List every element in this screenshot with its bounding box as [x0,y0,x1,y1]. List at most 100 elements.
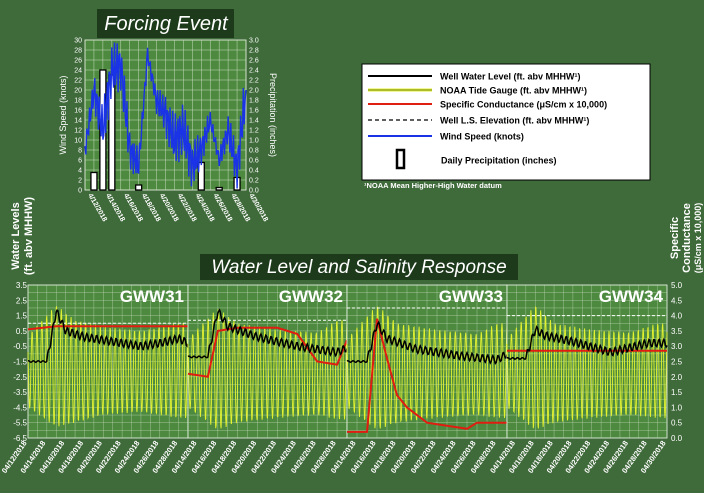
forcing-right-tick-label: 3.0 [249,38,259,45]
response-panels: GWW3104/12/201804/14/201804/16/201804/18… [0,284,668,475]
legend-footnote: ¹NOAA Mean Higher-High Water datum [364,181,502,190]
forcing-left-tick-label: 28 [74,48,82,55]
panel-name: GWW34 [599,287,664,306]
response-right-tick-label: 3.0 [671,342,683,351]
legend-label: Well L.S. Elevation (ft. abv MHHW¹) [440,116,589,126]
legend-items: Well Water Level (ft. abv MHHW¹) NOAA Tid… [368,72,607,170]
panel-name: GWW32 [279,287,343,306]
response-right-tick-label: 1.0 [671,403,683,412]
forcing-right-tick-label: 0.2 [249,178,259,185]
response-right-tick-label: 3.5 [671,327,683,336]
forcing-left-tick-label: 10 [74,138,82,145]
panel-name: GWW31 [120,287,184,306]
response-right-label-line2: Conductance [681,203,693,273]
forcing-left-tick-label: 12 [74,128,82,135]
forcing-left-axis-label: Wind Speed (knots) [58,75,68,154]
well-water-level-line [187,308,348,359]
well-water-level-line [506,324,668,361]
well-water-level-line [27,309,189,364]
specific-conductance-line [27,325,188,331]
precipitation-bar [108,74,116,191]
forcing-right-tick-label: 0.6 [249,158,259,165]
response-left-label-line2: (ft. abv MHHW) [23,197,35,276]
response-right-tick-label: 2.0 [671,373,683,382]
forcing-right-tick-label: 1.8 [249,98,259,105]
response-right-ticks: 5.0 4.5 4.0 3.5 3.0 2.5 2.0 1.5 1.0 0.5 0.0 [671,281,683,443]
response-left-ticks: 3.5 2.5 1.5 0.5 -0.5 -1.5 -2.5 -3.5 -4.5 -5.5 -6.5 [13,281,27,443]
response-right-label-line1: Specific [669,217,681,259]
forcing-right-tick-label: 1.6 [249,108,259,115]
wind-speed-line [84,42,247,189]
forcing-right-tick-label: 0.0 [249,188,259,195]
forcing-left-tick-label: 24 [74,68,82,75]
forcing-left-tick-label: 16 [74,108,82,115]
legend: Well Water Level (ft. abv MHHW¹) NOAA Tid… [361,63,651,181]
response-right-tick-label: 0.5 [671,419,683,428]
forcing-right-tick-label: 1.4 [249,118,259,125]
response-left-tick-label: 2.5 [16,296,28,305]
response-left-tick-label: 0.5 [16,327,28,336]
response-left-tick-label: -3.5 [13,388,27,397]
legend-label: Specific Conductance (μS/cm x 10,000) [440,100,607,110]
response-right-label-line3: (μS/cm x 10,000) [693,203,703,274]
forcing-left-tick-label: 20 [74,88,82,95]
forcing-right-tick-label: 2.8 [249,48,259,55]
well-water-level-line [346,320,508,365]
response-left-tick-label: -2.5 [13,373,27,382]
legend-label: Well Water Level (ft. abv MHHW¹) [440,72,581,82]
forcing-right-ticks: 0.0 0.2 0.4 0.6 0.8 1.0 1.2 1.4 1.6 1.8 2.0 2.2 2.4 2… [249,38,259,195]
legend-box [361,63,651,181]
legend-swatch-precip [395,148,406,170]
tide-gauge-line [27,306,189,427]
forcing-right-tick-label: 2.4 [249,68,259,75]
legend-label: Wind Speed (knots) [440,132,524,142]
response-right-tick-label: 5.0 [671,281,683,290]
forcing-right-tick-label: 2.2 [249,78,259,85]
response-right-tick-label: 4.0 [671,312,683,321]
forcing-right-tick-label: 0.4 [249,168,259,175]
forcing-left-tick-label: 0 [78,188,82,195]
forcing-left-tick-label: 14 [74,118,82,125]
forcing-left-tick-label: 22 [74,78,82,85]
forcing-left-tick-label: 4 [78,168,82,175]
forcing-right-tick-label: 1.2 [249,128,259,135]
response-right-tick-label: 0.0 [671,434,683,443]
forcing-right-tick-label: 2.0 [249,88,259,95]
forcing-left-tick-label: 18 [74,98,82,105]
response-left-tick-label: 1.5 [16,312,28,321]
response-left-tick-label: -5.5 [13,419,27,428]
panel-name: GWW33 [439,287,503,306]
forcing-title-box [97,9,234,38]
wind-speed-series [84,42,247,189]
response-title-box [200,254,518,280]
forcing-right-tick-label: 0.8 [249,148,259,155]
response-left-tick-label: 3.5 [16,281,28,290]
specific-conductance-line [187,326,348,378]
response-left-tick-label: -6.5 [13,434,27,443]
response-left-tick-label: -4.5 [13,403,27,412]
forcing-left-tick-label: 6 [78,158,82,165]
response-left-tick-label: -1.5 [13,358,27,367]
response-left-tick-label: -0.5 [13,342,27,351]
specific-conductance-line [347,318,507,433]
forcing-left-tick-label: 8 [78,148,82,155]
legend-label: NOAA Tide Gauge (ft. abv MHHW¹) [440,86,587,96]
tide-gauge-line [506,305,668,429]
forcing-left-tick-label: 26 [74,58,82,65]
forcing-right-axis-label: Precipitation (inches) [268,73,278,157]
forcing-right-tick-label: 1.0 [249,138,259,145]
response-right-tick-label: 1.5 [671,388,683,397]
response-right-tick-label: 2.5 [671,358,683,367]
precipitation-bar [215,186,223,191]
precipitation-bar [135,184,143,191]
forcing-left-tick-label: 30 [74,38,82,45]
forcing-title: Forcing Event [104,13,229,35]
response-left-label-line1: Water Levels [10,202,22,269]
response-title: Water Level and Salinity Response [211,257,506,278]
forcing-right-tick-label: 2.6 [249,58,259,65]
response-right-tick-label: 4.5 [671,296,683,305]
precipitation-bar [90,171,98,191]
legend-label: Daily Precipitation (inches) [441,156,557,166]
